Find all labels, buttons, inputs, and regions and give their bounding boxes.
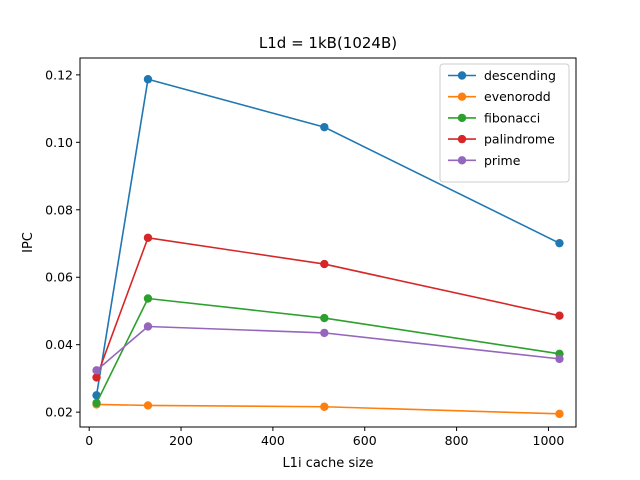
series-evenorodd <box>92 400 564 419</box>
y-tick-label: 0.02 <box>45 405 73 420</box>
x-tick-label: 400 <box>261 433 285 448</box>
legend-item-evenorodd: evenorodd <box>448 89 551 104</box>
data-point-fibonacci <box>143 294 153 303</box>
series-line-descending <box>95 78 560 396</box>
series-line-prime <box>96 325 560 371</box>
y-axis-label: IPC <box>21 232 36 253</box>
legend-item-descending: descending <box>448 68 556 83</box>
series-layer <box>92 75 564 419</box>
data-point-prime <box>92 366 101 375</box>
legend-marker <box>457 156 467 165</box>
legend-item-prime: prime <box>448 153 521 168</box>
legend-label: palindrome <box>484 132 555 147</box>
series-line-evenorodd <box>96 403 560 415</box>
series-descending <box>92 75 564 400</box>
plot-frame <box>79 57 577 428</box>
legend-marker <box>457 71 467 80</box>
legend-marker <box>457 134 467 144</box>
series-palindrome <box>92 233 564 382</box>
legend-item-fibonacci: fibonacci <box>448 110 540 125</box>
series-line-fibonacci <box>95 297 560 404</box>
data-point-prime <box>143 322 153 331</box>
series-line-palindrome <box>95 236 560 378</box>
y-tick-label: 0.04 <box>45 337 73 352</box>
y-tick-label: 0.08 <box>45 202 73 217</box>
x-tick-label: 1000 <box>533 433 565 448</box>
data-point-prime <box>320 328 329 338</box>
data-point-prime <box>555 354 564 364</box>
legend-label: evenorodd <box>484 89 551 104</box>
data-point-palindrome <box>555 311 564 320</box>
x-tick-label: 200 <box>169 433 193 448</box>
data-point-descending <box>555 238 564 248</box>
legend-label: fibonacci <box>484 110 540 125</box>
chart-title: L1d = 1kB(1024B) <box>259 34 397 52</box>
x-tick-label: 600 <box>353 433 377 448</box>
legend-label: prime <box>484 153 521 168</box>
x-axis-label: L1i cache size <box>282 456 373 471</box>
x-tick-label: 0 <box>85 433 93 448</box>
legend-item-palindrome: palindrome <box>448 132 555 147</box>
data-point-palindrome <box>320 259 329 269</box>
data-point-evenorodd <box>143 401 153 410</box>
legend-frame <box>439 63 570 183</box>
data-point-descending <box>320 122 329 132</box>
y-tick-label: 0.06 <box>45 270 73 285</box>
data-point-fibonacci <box>92 398 101 408</box>
legend-marker <box>457 92 467 101</box>
data-point-evenorodd <box>320 402 329 411</box>
legend: descending evenorodd fibonacci palindrome pr… <box>439 63 570 183</box>
axes: 0 200 400 600 800 1000 0.02 0.04 0.06 0.08 0.10 0.1… <box>45 67 564 448</box>
data-point-palindrome <box>143 233 153 242</box>
legend-label: descending <box>484 68 556 83</box>
data-point-descending <box>143 75 153 84</box>
series-prime <box>92 322 564 375</box>
data-point-fibonacci <box>320 313 329 323</box>
y-tick-label: 0.12 <box>45 67 73 82</box>
data-point-palindrome <box>92 373 101 382</box>
x-tick-label: 800 <box>445 433 469 448</box>
y-tick-label: 0.10 <box>45 135 73 150</box>
legend-marker <box>457 113 467 123</box>
data-point-evenorodd <box>555 409 564 419</box>
